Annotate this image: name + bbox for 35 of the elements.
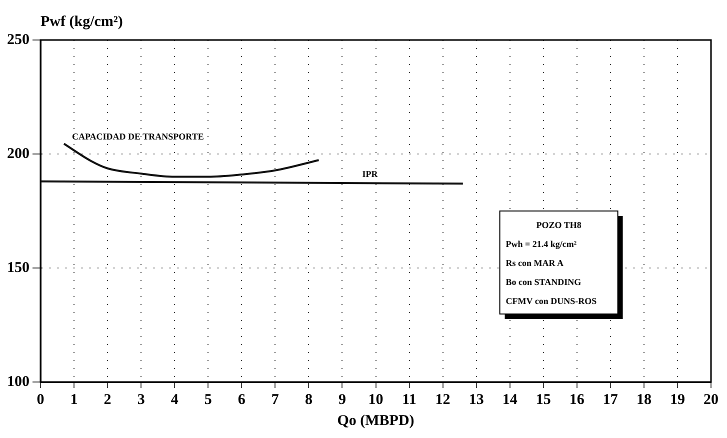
- x-tick-label: 8: [304, 392, 312, 408]
- x-tick-label: 15: [536, 392, 551, 408]
- x-tick-label: 17: [602, 392, 618, 408]
- y-tick-label: 250: [7, 32, 30, 48]
- x-tick-label: 1: [70, 392, 78, 408]
- x-tick-label: 20: [704, 392, 718, 408]
- x-tick-label: 4: [170, 392, 179, 408]
- x-tick-label: 9: [338, 392, 346, 408]
- y-axis-title: Pwf (kg/cm²): [40, 14, 123, 30]
- y-tick-label: 150: [7, 260, 30, 276]
- y-tick-label: 200: [7, 146, 30, 162]
- annotation: POZO TH8: [536, 220, 582, 230]
- x-tick-label: 18: [636, 392, 652, 408]
- series-label: CAPACIDAD DE TRANSPORTE: [72, 132, 204, 142]
- x-tick-label: 13: [468, 392, 484, 408]
- line-series: [62, 142, 320, 178]
- series-label: IPR: [362, 169, 378, 180]
- annotation: Pwh = 21.4 kg/cm²: [506, 239, 577, 249]
- annotation: Rs con MAR A: [506, 258, 564, 268]
- x-tick-label: 19: [670, 392, 685, 408]
- x-tick-label: 0: [36, 392, 44, 408]
- x-tick-label: 2: [104, 392, 112, 408]
- x-tick-label: 5: [204, 392, 212, 408]
- x-tick-label: 11: [402, 392, 416, 408]
- x-axis-title: Qo (MBPD): [337, 412, 414, 429]
- x-tick-label: 12: [435, 392, 450, 408]
- annotation: CFMV con DUNS-ROS: [506, 296, 597, 306]
- x-tick-label: 6: [238, 392, 246, 408]
- y-tick-label: 100: [7, 374, 30, 390]
- x-tick-label: 14: [502, 392, 518, 408]
- annotation: Bo con STANDING: [506, 277, 582, 287]
- x-tick-label: 7: [271, 392, 280, 408]
- x-tick-label: 10: [368, 392, 384, 408]
- x-tick-label: 3: [137, 392, 145, 408]
- x-tick-label: 16: [569, 392, 585, 408]
